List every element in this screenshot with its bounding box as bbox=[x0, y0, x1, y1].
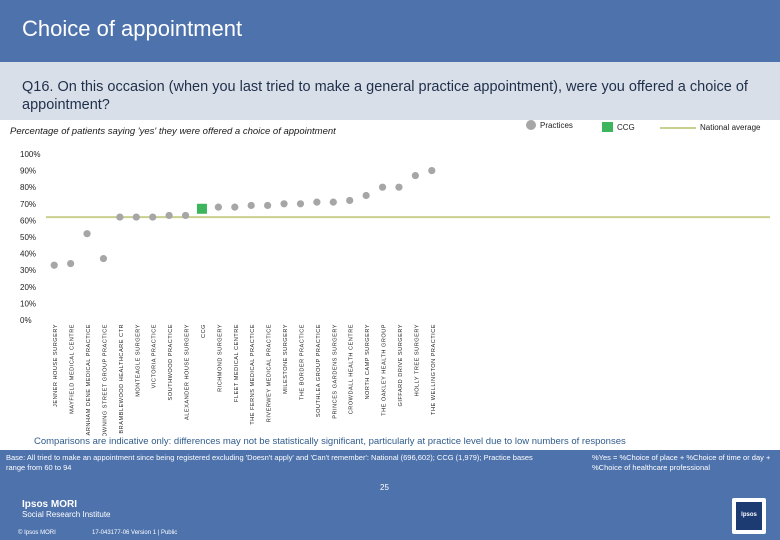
practice-point bbox=[83, 230, 91, 238]
legend-practices: Practices bbox=[526, 120, 573, 130]
document-reference: 17-043177-06 Version 1 | Public bbox=[92, 530, 178, 536]
x-category-label: FARNHAM DENE MEDICAL PRACTICE bbox=[86, 324, 92, 436]
x-category-label: THE OAKLEY HEALTH GROUP bbox=[382, 324, 388, 416]
practice-point bbox=[181, 211, 190, 220]
ipsos-brand-logo: Ipsos bbox=[732, 498, 766, 534]
legend-national: National average bbox=[660, 123, 760, 132]
x-category-label: RIVERWEY MEDICAL PRACTICE bbox=[267, 324, 273, 422]
x-category-label: HOLLY TREE SURGERY bbox=[414, 324, 420, 396]
practice-point bbox=[313, 198, 321, 206]
practice-point bbox=[280, 200, 288, 208]
practice-point bbox=[214, 203, 222, 211]
practice-point bbox=[99, 254, 108, 263]
practice-point bbox=[50, 261, 58, 269]
logo-line-2: Social Research Institute bbox=[22, 510, 111, 519]
page-title: Choice of appointment bbox=[22, 16, 243, 41]
practice-point bbox=[411, 171, 419, 180]
practice-point bbox=[264, 201, 272, 210]
y-tick-label: 100% bbox=[20, 150, 40, 159]
practice-point bbox=[231, 203, 239, 211]
logo-line-1: Ipsos MORI bbox=[22, 499, 78, 510]
x-category-label: SOUTHWOOD PRACTICE bbox=[168, 324, 174, 400]
practice-point bbox=[395, 183, 403, 191]
y-tick-label: 20% bbox=[20, 283, 36, 292]
y-tick-label: 60% bbox=[20, 216, 36, 225]
y-tick-label: 10% bbox=[20, 299, 36, 308]
x-category-label: THE WELLINGTON PRACTICE bbox=[431, 324, 437, 415]
chart-legend: Practices CCG National average bbox=[520, 120, 780, 136]
x-category-label: THE BORDER PRACTICE bbox=[299, 324, 305, 400]
y-tick-label: 50% bbox=[20, 233, 36, 242]
practice-point bbox=[296, 200, 305, 208]
yes-definition: %Yes = %Choice of place + %Choice of tim… bbox=[592, 453, 771, 472]
x-category-label: FLEET MEDICAL CENTRE bbox=[234, 324, 240, 402]
practice-point bbox=[67, 259, 75, 268]
x-category-label: PRINCES GARDENS SURGERY bbox=[332, 324, 338, 419]
scatter-chart: 0% 10% 20% 30% 40% 50% 60% 70% 80% 90% 100% JENNER … bbox=[20, 150, 770, 436]
base-text: Base: All tried to make an appointment s… bbox=[6, 453, 533, 472]
x-category-label: RICHMOND SURGERY bbox=[217, 324, 223, 392]
practice-point bbox=[428, 167, 436, 175]
practice-point bbox=[165, 211, 173, 220]
legend-national-label: National average bbox=[700, 123, 761, 132]
y-tick-label: 30% bbox=[20, 266, 36, 275]
y-tick-label: 90% bbox=[20, 167, 36, 176]
y-tick-label: 70% bbox=[20, 200, 36, 209]
practice-point bbox=[247, 201, 255, 210]
ipsos-brand-text: Ipsos bbox=[736, 502, 762, 530]
ccg-point bbox=[196, 203, 207, 214]
x-category-label: DOWNING STREET GROUP PRACTICE bbox=[102, 324, 108, 436]
x-category-label: BRAMBLEWOOD HEALTHCARE CTR bbox=[119, 324, 125, 434]
practice-point bbox=[132, 213, 140, 221]
title-bar: Choice of appointment bbox=[0, 0, 780, 62]
y-tick-label: 40% bbox=[20, 250, 36, 259]
footer-band bbox=[0, 450, 780, 540]
chart-title: Percentage of patients saying 'yes' they… bbox=[10, 126, 336, 137]
x-category-label: VICTORIA PRACTICE bbox=[152, 324, 158, 388]
legend-practices-label: Practices bbox=[540, 120, 573, 130]
legend-ccg: CCG bbox=[602, 122, 635, 132]
question-text: Q16. On this occasion (when you last tri… bbox=[22, 79, 748, 113]
legend-national-marker bbox=[660, 126, 696, 129]
x-category-label: GIFFARD DRIVE SURGERY bbox=[398, 324, 404, 407]
x-category-label: CROWDALL HEALTH CENTRE bbox=[349, 324, 355, 414]
practice-point bbox=[116, 213, 124, 221]
practice-point bbox=[378, 183, 387, 191]
question-band: Q16. On this occasion (when you last tri… bbox=[0, 62, 780, 120]
x-category-label: JENNER HOUSE SURGERY bbox=[53, 324, 59, 407]
practice-point bbox=[362, 191, 370, 200]
x-category-label: MILESTONE SURGERY bbox=[283, 324, 289, 394]
x-category-label: NORTH CAMP SURGERY bbox=[365, 324, 371, 400]
comparison-note: Comparisons are indicative only: differe… bbox=[34, 436, 626, 447]
practice-point bbox=[329, 198, 337, 206]
legend-practices-marker bbox=[526, 120, 536, 130]
x-category-label: CCG bbox=[201, 324, 207, 338]
y-tick-label: 0% bbox=[20, 316, 32, 325]
legend-ccg-marker bbox=[602, 122, 613, 132]
copyright: © Ipsos MORI bbox=[18, 530, 56, 536]
x-category-label: THE FERNS MEDICAL PRACTICE bbox=[250, 324, 256, 425]
practice-point bbox=[346, 196, 354, 205]
x-category-label: SOUTHLEA GROUP PRACTICE bbox=[316, 324, 322, 417]
x-category-label: MONTEAGLE SURGERY bbox=[135, 324, 141, 397]
y-tick-label: 80% bbox=[20, 183, 36, 192]
ipsos-mori-logo: Ipsos MORI Social Research Institute bbox=[22, 500, 111, 520]
x-category-label: MAYFIELD MEDICAL CENTRE bbox=[70, 324, 76, 414]
page-number: 25 bbox=[380, 483, 389, 492]
practice-point bbox=[149, 213, 157, 221]
legend-ccg-label: CCG bbox=[617, 122, 635, 132]
x-category-label: ALEXANDER HOUSE SURGERY bbox=[185, 324, 191, 420]
